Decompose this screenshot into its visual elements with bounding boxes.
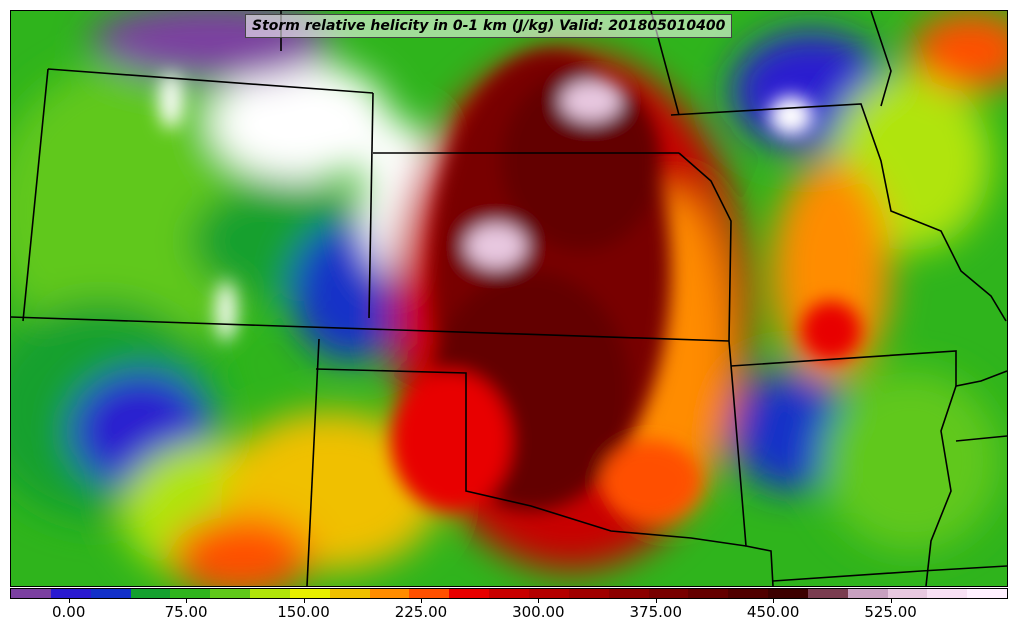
colorbar-segment [568,589,609,598]
colorbar-segment [170,589,211,598]
colorbar-ticks: 0.00 75.00 150.00 225.00 300.00 375.00 450.00 5… [10,599,1008,633]
colorbar-segment [768,589,808,598]
colorbar-tick-label: 375.00 [629,603,683,621]
colorbar-segment [688,589,729,598]
map-panel [10,10,1008,587]
colorbar-tick [655,599,657,603]
colorbar-segment [847,589,888,598]
helicity-map [11,11,1007,586]
colorbar-segment [807,589,848,598]
colorbar-segment [608,589,649,598]
colorbar-tick-label: 150.00 [277,603,330,621]
colorbar-tick [186,599,188,603]
colorbar-segment [289,589,330,598]
colorbar-tick-label: 75.00 [164,603,208,621]
helicity-field-core [159,51,861,521]
colorbar-tick-label: 225.00 [394,603,448,621]
colorbar-tick [303,599,305,603]
colorbar-tick [538,599,540,603]
colorbar-segment [728,589,769,598]
colorbar-segment [648,589,689,598]
colorbar-tick-label: 300.00 [512,603,565,621]
colorbar-segment [927,589,968,598]
colorbar-segment [210,589,251,598]
colorbar-segment [329,589,370,598]
colorbar-segment [250,589,290,598]
colorbar-segment [489,589,529,598]
colorbar-segment [369,589,410,598]
colorbar-segment [449,589,490,598]
colorbar-tick-label: 525.00 [864,603,917,621]
state-boundaries [11,11,1007,586]
colorbar-segment [11,589,51,598]
colorbar-segment [409,589,450,598]
colorbar-tick [890,599,892,603]
map-title: Storm relative helicity in 0-1 km (J/kg)… [245,14,733,38]
colorbar-segment [90,589,131,598]
colorbar-segment [887,589,928,598]
colorbar-segment [50,589,91,598]
colorbar-segment [967,589,1008,598]
colorbar [10,588,1008,599]
colorbar-tick [773,599,775,603]
colorbar-tick [420,599,422,603]
colorbar-tick-label: 450.00 [746,603,800,621]
colorbar-segment [130,589,171,598]
colorbar-segment [528,589,569,598]
colorbar-tick [68,599,70,603]
colorbar-tick-label: 0.00 [52,603,86,621]
